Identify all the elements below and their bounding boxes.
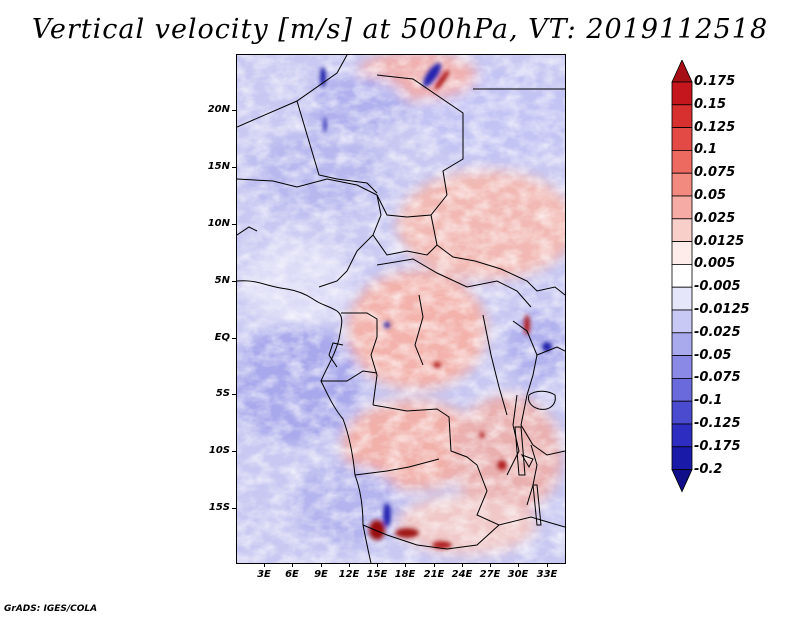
lat-tick xyxy=(232,508,236,509)
colorbar-bin xyxy=(671,150,693,174)
lat-label-15n: 15N xyxy=(207,161,230,172)
map-title: Vertical velocity [m/s] at 500hPa, VT: 2… xyxy=(31,14,769,45)
colorbar-bin xyxy=(671,218,693,243)
colorbar-bin xyxy=(671,286,693,311)
lat-tick xyxy=(232,110,236,111)
colorbar-label: 0.125 xyxy=(694,119,736,135)
lon-label-33e: 33E xyxy=(536,569,558,580)
colorbar-label: 0.075 xyxy=(694,165,736,181)
colorbar-label: -0.2 xyxy=(694,461,723,477)
lon-tick xyxy=(518,563,519,567)
lat-label-10s: 10S xyxy=(208,445,230,456)
lat-label-10n: 10N xyxy=(207,218,230,229)
colorbar-label: 0.0125 xyxy=(694,233,745,249)
lon-tick xyxy=(349,563,350,567)
lon-tick xyxy=(377,563,378,567)
lat-label-5s: 5S xyxy=(215,388,230,399)
colorbar-label: -0.005 xyxy=(694,279,741,295)
lat-label-5n: 5N xyxy=(214,275,230,286)
colorbar-label: 0.025 xyxy=(694,210,736,226)
lon-tick xyxy=(462,563,463,567)
colorbar-label: 0.1 xyxy=(694,142,718,158)
lon-label-9e: 9E xyxy=(314,569,328,580)
colorbar-bin xyxy=(671,355,693,379)
lon-tick xyxy=(405,563,406,567)
colorbar-bin xyxy=(671,332,693,356)
lat-tick xyxy=(232,338,236,339)
lon-tick xyxy=(264,563,265,567)
lon-tick xyxy=(434,563,435,567)
lon-label-21e: 21E xyxy=(423,569,445,580)
software-credit: GrADS: IGES/COLA xyxy=(4,604,98,614)
lon-label-18e: 18E xyxy=(394,569,416,580)
colorbar-label: -0.0125 xyxy=(694,302,750,317)
colorbar-bin xyxy=(671,241,693,265)
vertical-velocity-field xyxy=(237,55,565,563)
lon-tick xyxy=(321,563,322,567)
lat-tick xyxy=(232,167,236,168)
lon-label-27e: 27E xyxy=(479,569,501,580)
colorbar-label: -0.175 xyxy=(694,438,741,454)
colorbar-bottom-arrow xyxy=(671,469,693,493)
lon-tick xyxy=(292,563,293,567)
lon-label-12e: 12E xyxy=(338,569,360,580)
lat-tick xyxy=(232,451,236,452)
lakes xyxy=(514,390,556,526)
colorbar xyxy=(671,60,693,493)
colorbar-bin xyxy=(671,309,693,334)
colorbar-bin xyxy=(671,400,693,425)
colorbar-bin xyxy=(671,377,693,402)
country-borders xyxy=(237,55,565,563)
colorbar-label: -0.1 xyxy=(694,393,723,409)
colorbar-label: -0.025 xyxy=(694,324,741,340)
colorbar-label: 0.15 xyxy=(694,96,727,112)
lon-label-30e: 30E xyxy=(507,569,529,580)
lon-label-15e: 15E xyxy=(366,569,388,580)
colorbar-label: -0.125 xyxy=(694,416,741,431)
colorbar-label: -0.075 xyxy=(694,370,741,386)
colorbar-bin xyxy=(671,423,693,448)
lon-tick xyxy=(490,563,491,567)
colorbar-top-arrow xyxy=(671,60,693,83)
lat-label-15s: 15S xyxy=(208,502,230,513)
colorbar-bin xyxy=(671,195,693,220)
colorbar-bin xyxy=(671,81,693,106)
colorbar-label: 0.05 xyxy=(694,188,727,203)
colorbar-label: 0.005 xyxy=(694,256,736,272)
colorbar-bin xyxy=(671,172,693,197)
lat-tick xyxy=(232,394,236,395)
map-panel xyxy=(236,54,566,564)
colorbar-bin xyxy=(671,446,693,470)
lon-tick xyxy=(547,563,548,567)
lon-label-3e: 3E xyxy=(257,569,271,580)
lat-tick xyxy=(232,224,236,225)
lon-label-24e: 24E xyxy=(451,569,473,580)
colorbar-bin xyxy=(671,127,693,151)
colorbar-bin xyxy=(671,263,693,288)
colorbar-label: 0.175 xyxy=(694,74,736,89)
colorbar-bin xyxy=(671,104,693,128)
colorbar-label: -0.05 xyxy=(694,347,732,363)
lon-label-6e: 6E xyxy=(285,569,299,580)
lat-tick xyxy=(232,281,236,282)
lat-label-eq: EQ xyxy=(214,332,230,343)
lat-label-20n: 20N xyxy=(207,104,230,115)
